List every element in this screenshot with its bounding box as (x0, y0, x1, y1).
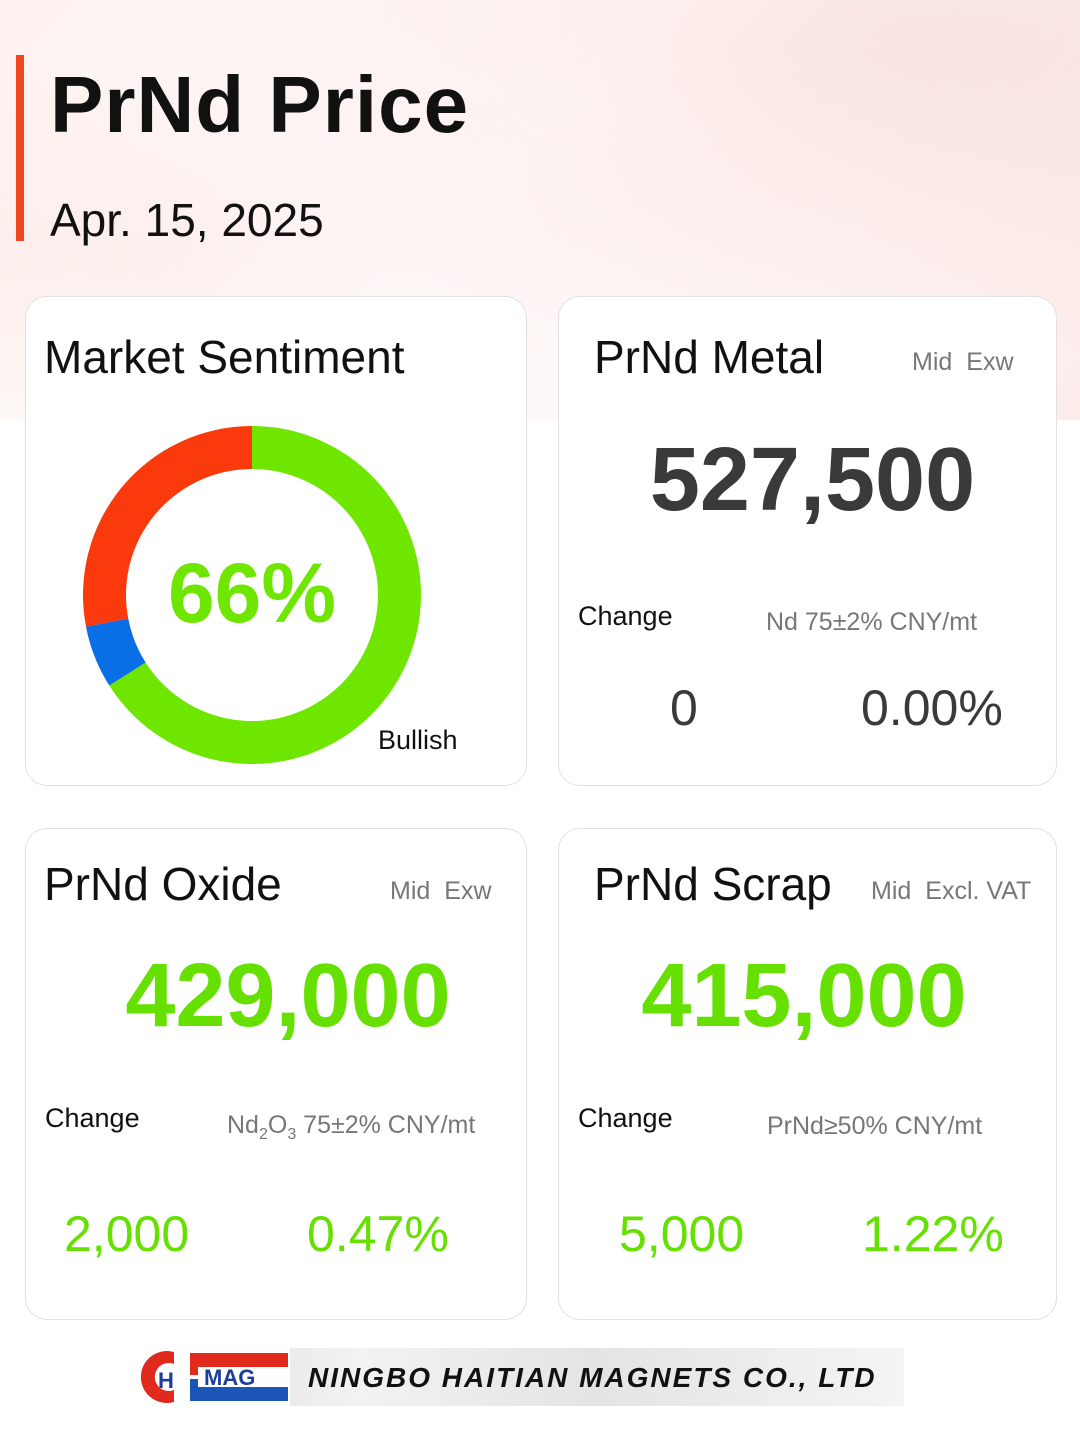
prnd-metal-spec: Nd 75±2% CNY/mt (766, 608, 978, 636)
prnd-metal-change-percent: 0.00% (861, 680, 1003, 736)
logo-letters-mag: MAG (204, 1365, 255, 1390)
prnd-metal-title: PrNd Metal (594, 331, 825, 383)
prnd-scrap-meta: Mid Excl. VAT (871, 876, 1031, 906)
prnd-metal-mid: Mid (912, 348, 953, 376)
page-title: PrNd Price (50, 60, 470, 149)
prnd-scrap-change-label: Change (578, 1103, 673, 1133)
prnd-oxide-change-label: Change (45, 1103, 140, 1133)
donut-segment-bearish (82, 426, 252, 627)
prnd-metal-change-label: Change (578, 601, 673, 631)
prnd-metal-price: 527,500 (649, 430, 976, 530)
prnd-oxide-change-percent: 0.47% (307, 1206, 449, 1262)
logo-letter-h: H (158, 1368, 174, 1393)
prnd-metal-basis: Exw (966, 348, 1014, 376)
prnd-oxide-mid: Mid (390, 877, 431, 905)
title-accent-bar (16, 55, 24, 241)
prnd-scrap-change-percent: 1.22% (862, 1206, 1004, 1262)
company-name: NINGBO HAITIAN MAGNETS CO., LTD (308, 1362, 877, 1393)
prnd-scrap-price: 415,000 (641, 946, 967, 1046)
prnd-scrap-spec: PrNd≥50% CNY/mt (767, 1112, 983, 1140)
prnd-oxide-price: 429,000 (125, 946, 451, 1046)
sentiment-donut-chart (82, 426, 422, 764)
prnd-scrap-title: PrNd Scrap (594, 858, 832, 910)
donut-segment-neutral (85, 618, 146, 686)
prnd-oxide-spec-sub2: 3 (287, 1126, 297, 1143)
market-sentiment-title: Market Sentiment (44, 331, 405, 383)
prnd-oxide-basis: Exw (444, 877, 492, 905)
prnd-metal-change-value: 0 (670, 680, 698, 736)
htmag-logo-icon: H MAG (128, 1348, 290, 1406)
prnd-oxide-spec-o: O (267, 1111, 288, 1139)
prnd-metal-meta: Mid Exw (912, 347, 1014, 377)
prnd-scrap-basis: Excl. VAT (925, 877, 1032, 905)
prnd-scrap-mid: Mid (871, 877, 912, 905)
prnd-metal-card (558, 296, 1057, 786)
prnd-oxide-meta: Mid Exw (390, 876, 492, 906)
prnd-oxide-spec: Nd2O3 75±2% CNY/mt (227, 1110, 475, 1150)
sentiment-label: Bullish (378, 725, 458, 755)
prnd-oxide-card (25, 828, 527, 1320)
sentiment-percent: 66% (167, 546, 337, 640)
prnd-oxide-change-value: 2,000 (64, 1206, 190, 1262)
prnd-oxide-spec-nd: Nd (227, 1111, 259, 1139)
company-logo-banner: H MAG NINGBO HAITIAN MAGNETS CO., LTD (128, 1348, 904, 1406)
page-date: Apr. 15, 2025 (50, 194, 324, 246)
prnd-scrap-change-value: 5,000 (619, 1206, 745, 1262)
prnd-oxide-spec-rest: 75±2% CNY/mt (296, 1111, 476, 1139)
prnd-scrap-card (558, 828, 1057, 1320)
prnd-oxide-spec-sub1: 2 (258, 1126, 268, 1143)
prnd-oxide-title: PrNd Oxide (44, 858, 282, 910)
